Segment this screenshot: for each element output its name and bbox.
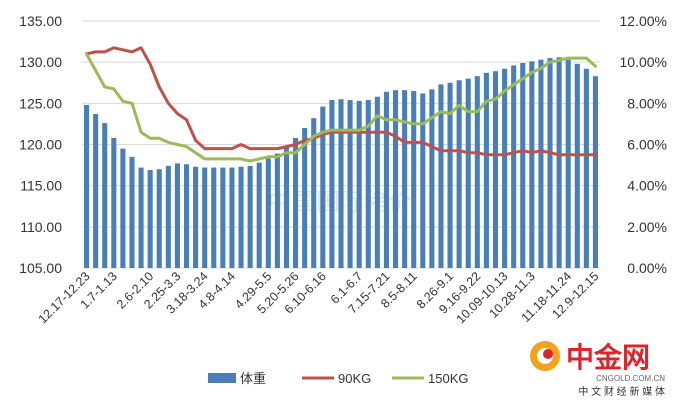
bar [556,57,562,268]
line-90KG [85,46,597,157]
bar [93,114,99,268]
bar [247,165,253,268]
bar-series [83,57,599,269]
bar [274,153,280,268]
left-tick-label: 115.00 [20,178,62,194]
bar [492,71,499,269]
bar [138,167,144,268]
bar [320,106,326,268]
right-tick-label: 6.00% [627,137,667,153]
bar [565,59,571,268]
bar [538,59,544,268]
bar [302,128,308,268]
bar [529,61,535,268]
right-tick-label: 8.00% [627,95,667,111]
right-tick-label: 10.00% [620,54,667,70]
bar [438,84,444,268]
bar [374,96,380,268]
left-tick-label: 120.00 [19,137,62,153]
left-tick-label: 125.00 [19,95,62,111]
bar [111,137,117,268]
bar [102,123,108,269]
bar [347,100,353,268]
bar [474,76,480,268]
bar [193,166,199,268]
left-axis: 105.00 110.00 115.00 120.00 125.00 130.00 135.… [19,13,62,276]
bar [511,65,517,269]
bar [429,89,435,268]
right-tick-label: 12.00% [620,13,667,29]
bar [456,80,462,268]
bar [183,164,190,268]
bar [265,158,271,268]
bar [202,167,208,268]
bar [83,104,90,268]
bar [256,162,262,268]
bar [211,167,217,268]
bar [293,137,299,268]
bar [383,91,389,268]
bar [547,58,553,268]
legend-label-weight: 体重 [240,371,266,386]
logo: 中金网 CNGOLD.COM.CN 中 文 财 经 新 媒 体 [530,341,665,398]
line-series [85,46,597,163]
logo-main-text: 中金网 [566,341,650,373]
bar [402,90,408,268]
bar [365,100,371,268]
left-tick-label: 105.00 [19,260,62,276]
bar [574,63,580,269]
logo-tagline-text: 中 文 财 经 新 媒 体 [578,385,665,398]
left-tick-label: 135.00 [19,13,62,29]
bar [238,166,244,268]
bar [220,167,226,268]
right-tick-label: 4.00% [627,178,667,194]
bar [356,100,362,268]
bar [592,76,599,268]
bar [338,99,344,268]
legend: 体重 90KG 150KG [208,371,468,386]
legend-swatch-weight [208,373,236,383]
bar [502,68,508,269]
bar [165,165,171,268]
bar [120,148,126,268]
logo-emblem-dot [543,349,553,359]
line-150KG [85,52,597,163]
bar [465,78,471,268]
bar [283,146,290,268]
bar [147,170,153,268]
right-tick-label: 0.00% [627,260,667,276]
bar [392,90,399,268]
bar [229,167,235,268]
right-axis: 0.00% 2.00% 4.00% 6.00% 8.00% 10.00% 12.00% [620,13,667,276]
bar [156,169,162,268]
left-tick-label: 130.00 [19,54,62,70]
logo-domain-text: CNGOLD.COM.CN [596,374,665,383]
bar [174,163,180,268]
left-tick-label: 110.00 [20,219,62,235]
bar [311,118,317,268]
bar [411,90,417,268]
right-tick-label: 2.00% [627,219,667,235]
bar [483,72,489,269]
bar [583,68,589,269]
bar [520,62,526,268]
legend-label-150kg: 150KG [428,371,468,386]
bar [447,82,453,268]
bar [129,156,135,268]
bar [420,93,426,268]
bar [329,100,335,268]
legend-label-90kg: 90KG [338,371,371,386]
